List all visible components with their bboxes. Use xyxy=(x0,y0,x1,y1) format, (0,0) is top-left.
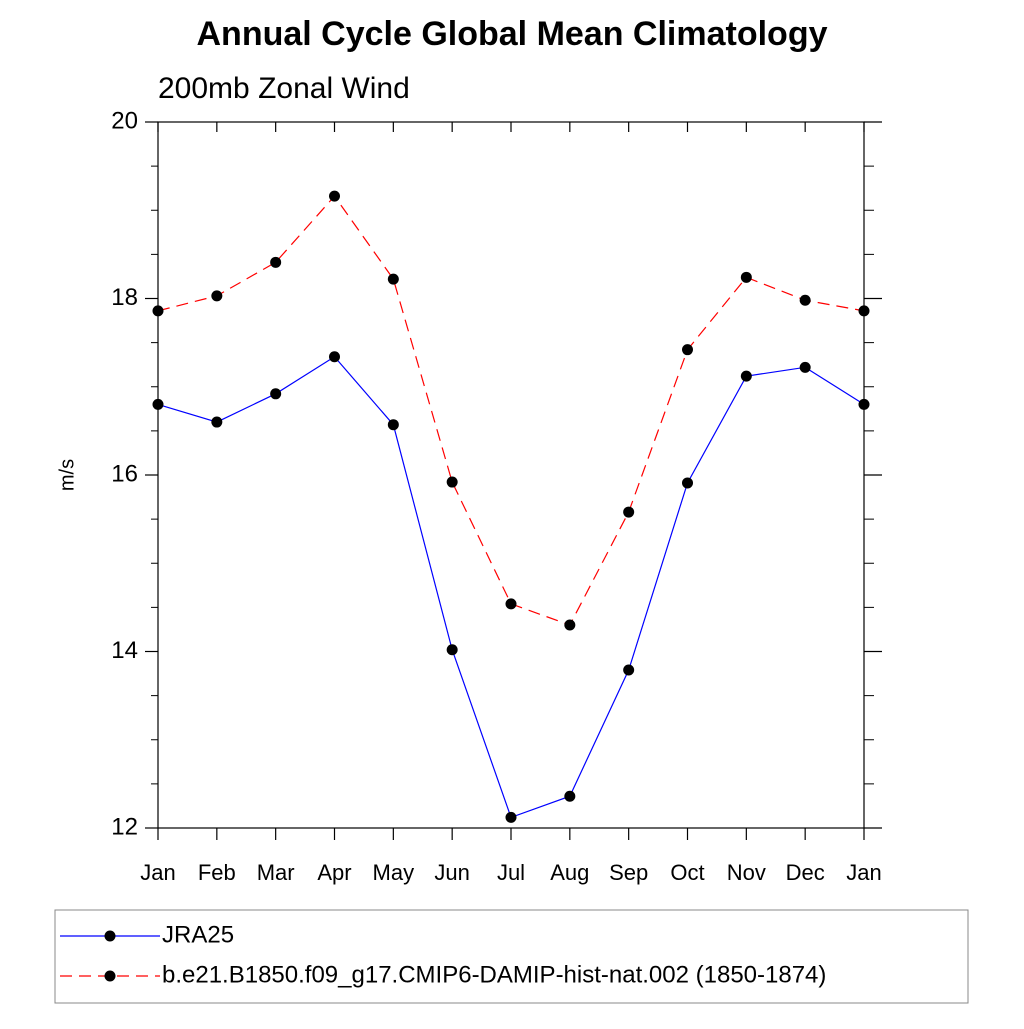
y-tick-label: 14 xyxy=(111,637,138,664)
data-point xyxy=(446,476,458,488)
x-tick-label: Aug xyxy=(550,860,589,885)
data-point xyxy=(682,344,693,356)
data-point xyxy=(329,190,340,202)
x-tick-label: Oct xyxy=(670,860,704,885)
x-tick-label: Nov xyxy=(727,860,766,885)
chart-title: Annual Cycle Global Mean Climatology xyxy=(197,15,828,53)
x-tick-label: Jan xyxy=(846,860,881,885)
x-tick-label: Mar xyxy=(257,860,295,885)
data-point xyxy=(623,506,635,518)
chart-subtitle: 200mb Zonal Wind xyxy=(158,72,410,105)
legend-label: b.e21.B1850.f09_g17.CMIP6-DAMIP-hist-nat… xyxy=(162,961,826,988)
x-tick-label: Feb xyxy=(198,860,236,885)
data-point xyxy=(505,598,517,610)
data-point xyxy=(682,477,693,489)
legend-label: JRA25 xyxy=(162,921,234,948)
x-tick-label: Jan xyxy=(140,860,175,885)
data-point xyxy=(740,271,752,283)
data-point xyxy=(564,790,576,802)
y-axis-label: m/s xyxy=(56,459,78,491)
data-point xyxy=(858,305,870,317)
data-point xyxy=(270,256,282,268)
series-line xyxy=(157,355,865,819)
y-tick-label: 16 xyxy=(111,460,138,487)
data-point xyxy=(329,351,340,363)
series-line xyxy=(157,195,865,626)
data-point xyxy=(211,290,223,302)
data-point xyxy=(387,419,399,431)
x-tick-label: Jul xyxy=(497,860,525,885)
x-tick-label: Dec xyxy=(786,860,825,885)
y-tick-label: 20 xyxy=(111,107,138,134)
data-point xyxy=(858,398,870,410)
x-tick-label: Apr xyxy=(317,860,351,885)
data-point xyxy=(270,388,282,400)
legend-box xyxy=(54,909,969,1004)
y-tick-label: 12 xyxy=(111,813,138,840)
data-point xyxy=(799,294,811,306)
x-tick-label: May xyxy=(373,860,415,885)
legend-marker xyxy=(104,970,116,982)
data-point xyxy=(623,664,635,676)
data-point xyxy=(505,811,517,823)
data-point xyxy=(564,619,576,631)
data-point xyxy=(152,305,164,317)
x-tick-label: Jun xyxy=(434,860,469,885)
data-point xyxy=(799,361,811,373)
data-point xyxy=(740,370,752,382)
plot-frame xyxy=(157,121,865,829)
data-point xyxy=(387,273,399,285)
legend-marker xyxy=(104,930,116,942)
y-tick-label: 18 xyxy=(111,284,138,311)
data-point xyxy=(446,644,458,656)
x-tick-label: Sep xyxy=(609,860,648,885)
data-point xyxy=(211,416,223,428)
data-point xyxy=(152,398,164,410)
